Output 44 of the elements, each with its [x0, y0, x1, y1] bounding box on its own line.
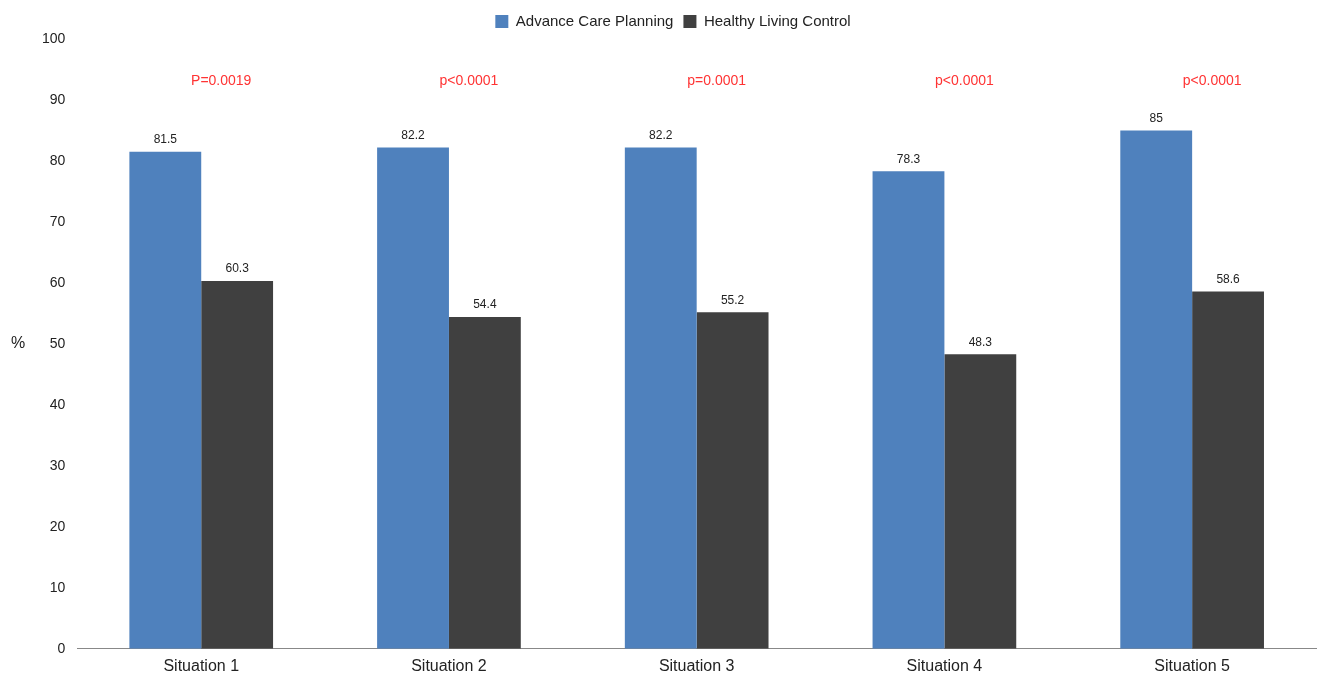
data-label: 48.3	[968, 334, 993, 349]
y-tick-label: 70	[49, 212, 66, 229]
bar	[377, 147, 449, 649]
data-label: 82.2	[649, 127, 673, 142]
bar	[1192, 291, 1264, 649]
x-tick-label: Situation 1	[163, 656, 240, 674]
bar	[129, 151, 202, 649]
bar	[872, 171, 945, 649]
legend-label: Advance Care Planning	[515, 11, 674, 29]
data-label: 85	[1149, 110, 1164, 125]
y-tick-label: 90	[49, 90, 66, 107]
y-tick-label: 50	[49, 334, 66, 351]
data-label: 78.3	[896, 151, 921, 166]
bar	[944, 354, 1017, 649]
x-tick-label: Situation 4	[906, 656, 983, 674]
data-label: 81.5	[153, 132, 178, 147]
bar	[624, 147, 697, 649]
data-label: 55.2	[720, 292, 745, 307]
annotation: p<0.0001	[439, 71, 499, 88]
legend-label: Healthy Living Control	[703, 11, 851, 29]
data-label: 54.4	[473, 297, 497, 312]
bar	[696, 312, 769, 649]
y-tick-label: 10	[49, 578, 66, 595]
annotation: p<0.0001	[935, 71, 995, 88]
y-tick-label: 0	[57, 639, 66, 656]
data-label: 60.3	[225, 261, 250, 276]
y-tick-label: 40	[49, 395, 66, 412]
data-label: 58.6	[1216, 271, 1241, 286]
y-tick-label: 20	[49, 517, 66, 534]
x-tick-label: Situation 5	[1154, 656, 1231, 674]
y-tick-label: 60	[49, 273, 66, 290]
bar	[448, 317, 521, 649]
y-axis-title: %	[10, 334, 26, 352]
x-tick-label: Situation 3	[658, 656, 735, 674]
y-tick-label: 30	[49, 456, 66, 473]
annotation: p=0.0001	[687, 71, 747, 88]
annotation: P=0.0019	[191, 71, 252, 88]
bar	[1120, 130, 1193, 649]
x-tick-label: Situation 2	[411, 656, 487, 674]
annotation: p<0.0001	[1182, 71, 1242, 88]
y-tick-label: 80	[49, 151, 66, 168]
y-tick-label: 100	[42, 29, 66, 46]
bar	[201, 281, 274, 649]
data-label: 82.2	[401, 127, 426, 142]
